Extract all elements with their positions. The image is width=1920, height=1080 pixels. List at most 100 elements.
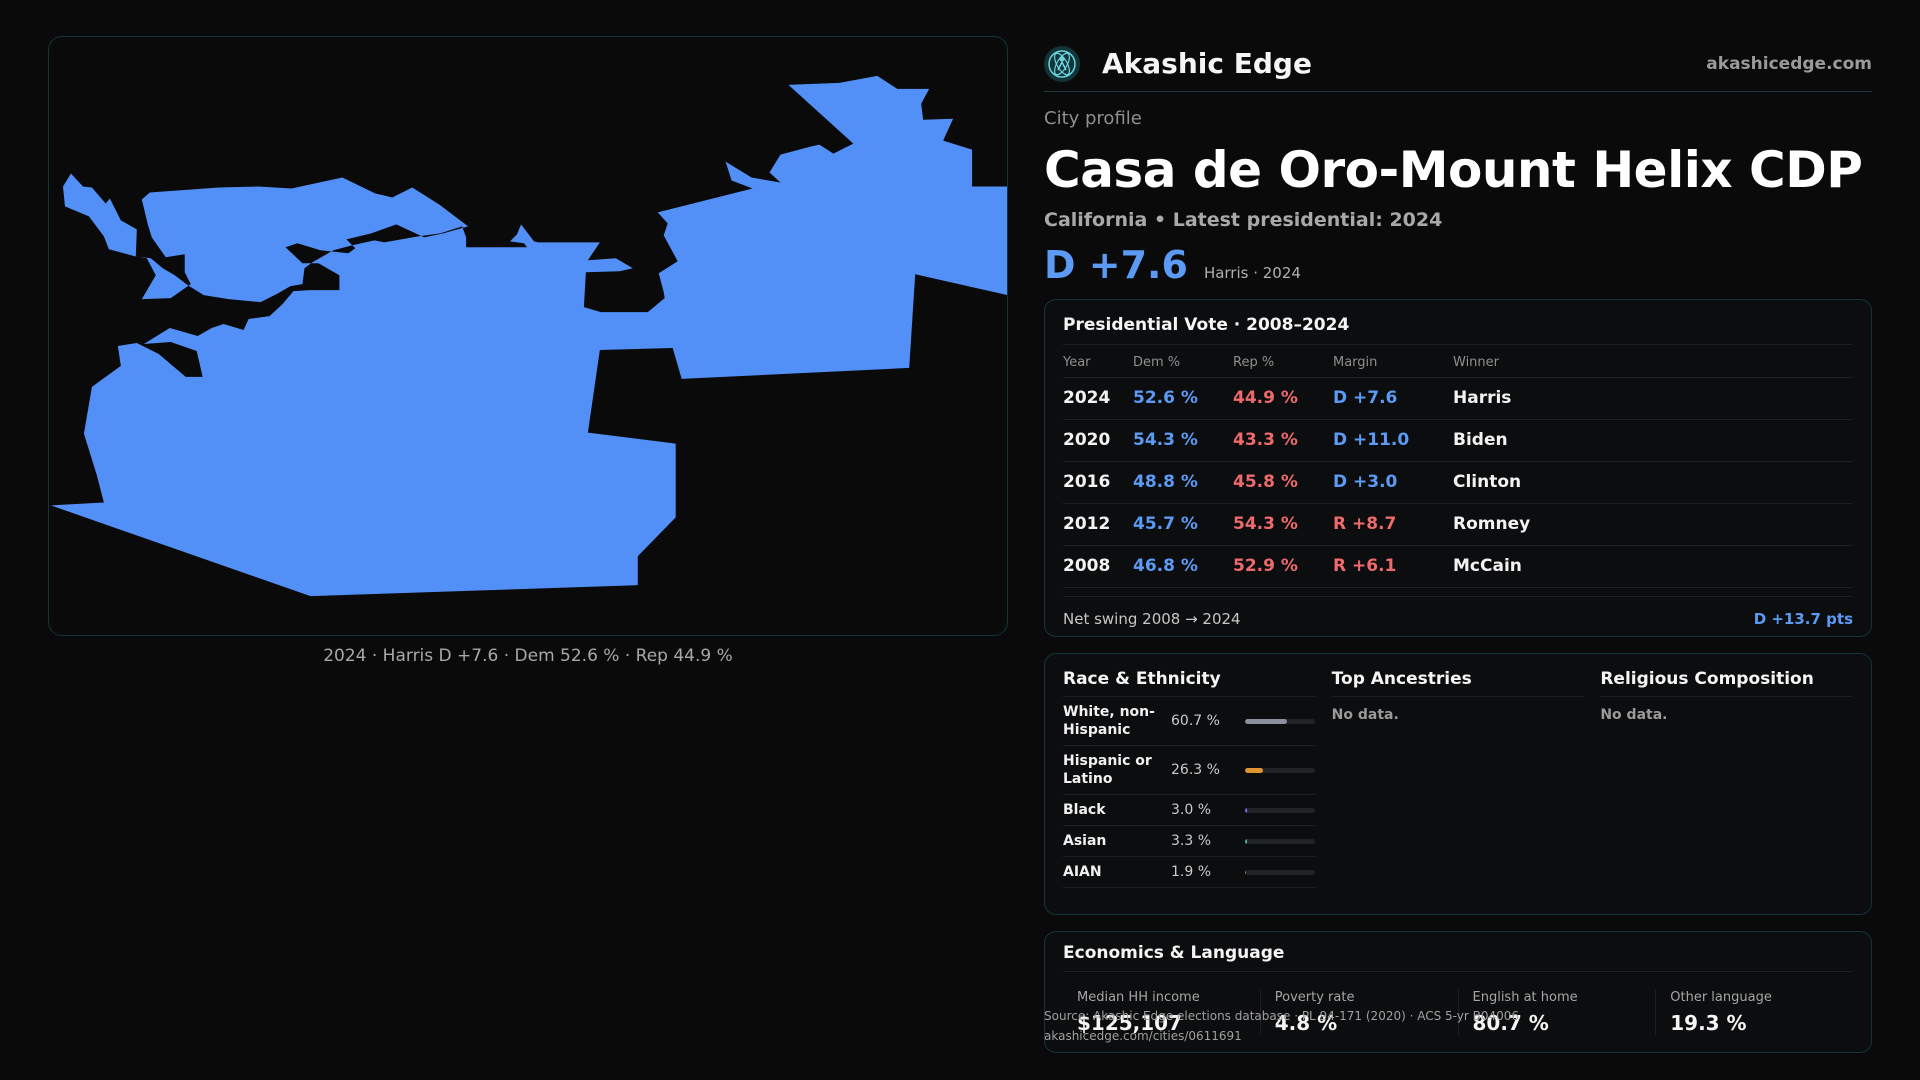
cell-year: 2012 <box>1063 503 1133 546</box>
cell-winner: Romney <box>1453 503 1853 546</box>
race-label: Black <box>1063 802 1106 818</box>
header-winner: Winner <box>1453 345 1853 378</box>
cell-margin: D +11.0 <box>1333 419 1453 462</box>
economics-title: Economics & Language <box>1063 932 1853 972</box>
cell-winner: Biden <box>1453 419 1853 462</box>
cell-rep: 54.3 % <box>1233 503 1333 546</box>
header-year: Year <box>1063 345 1133 378</box>
header-margin: Margin <box>1333 345 1453 378</box>
econ-label: Other language <box>1670 990 1772 1005</box>
cell-year: 2008 <box>1063 545 1133 588</box>
cell-margin: D +3.0 <box>1333 461 1453 504</box>
source-line: Source: Akashic Edge elections database … <box>1044 1009 1520 1023</box>
table-row: 2016 48.8 % 45.8 % D +3.0 Clinton <box>1063 461 1853 504</box>
religion-title: Religious Composition <box>1600 654 1854 697</box>
table-row: 2012 45.7 % 54.3 % R +8.7 Romney <box>1063 503 1853 546</box>
ancestry-section: Top Ancestries No data. <box>1331 654 1585 914</box>
race-row: AIAN 1.9 % <box>1063 857 1316 888</box>
econ-value: $125,107 <box>1077 1011 1183 1035</box>
econ-label: Median HH income <box>1077 990 1200 1005</box>
race-list: White, non-Hispanic 60.7 % Hispanic or Lat… <box>1063 697 1316 888</box>
brand-name[interactable]: Akashic Edge <box>1102 47 1312 80</box>
brand-logo-icon[interactable] <box>1044 45 1080 82</box>
cell-dem: 52.6 % <box>1133 377 1233 420</box>
header-rep: Rep % <box>1233 345 1333 378</box>
presidential-vote-card: Presidential Vote · 2008–2024 Year Dem %… <box>1044 299 1872 637</box>
econ-stat: Median HH income $125,107 <box>1063 990 1260 1035</box>
page-kicker: City profile <box>1044 108 1142 129</box>
cell-winner: Harris <box>1453 377 1853 420</box>
race-bar <box>1245 807 1315 813</box>
race-bar-fill <box>1245 838 1248 844</box>
race-bar <box>1245 838 1315 844</box>
race-label: White, non-Hispanic <box>1063 704 1155 738</box>
race-pct: 3.3 % <box>1171 833 1212 849</box>
economics-grid: Median HH income $125,107 Poverty rate 4… <box>1063 990 1853 1035</box>
vote-table: Year Dem % Rep % Margin Winner 2024 52.6… <box>1063 345 1853 588</box>
cell-rep: 44.9 % <box>1233 377 1333 420</box>
brand-header: Akashic Edge akashicedge.com <box>1044 36 1872 92</box>
race-pct: 3.0 % <box>1171 802 1212 818</box>
race-bar-fill <box>1245 869 1247 875</box>
race-label: AIAN <box>1063 864 1102 880</box>
econ-stat: Other language 19.3 % <box>1655 990 1853 1035</box>
cell-margin: D +7.6 <box>1333 377 1453 420</box>
economics-card: Economics & Language Median HH income $1… <box>1044 931 1872 1053</box>
headline-margin: D +7.6 <box>1044 243 1188 287</box>
race-label: Asian <box>1063 833 1107 849</box>
vote-table-header-row: Year Dem % Rep % Margin Winner <box>1063 345 1853 378</box>
race-bar <box>1245 869 1315 875</box>
cell-rep: 43.3 % <box>1233 419 1333 462</box>
profile-column: Akashic Edge akashicedge.com City profil… <box>1044 36 1872 1053</box>
econ-label: English at home <box>1472 990 1578 1005</box>
table-row: 2020 54.3 % 43.3 % D +11.0 Biden <box>1063 419 1853 462</box>
page-subtitle: California • Latest presidential: 2024 <box>1044 209 1443 231</box>
race-row: Black 3.0 % <box>1063 795 1316 826</box>
net-swing-value: D +13.7 pts <box>1753 610 1853 628</box>
source-note: Source: Akashic Edge elections database … <box>1044 1006 1519 1046</box>
cell-margin: R +6.1 <box>1333 545 1453 588</box>
city-boundary-map <box>50 75 1007 597</box>
race-pct: 26.3 % <box>1171 762 1220 778</box>
econ-stat: English at home 80.7 % <box>1457 990 1656 1035</box>
race-title: Race & Ethnicity <box>1063 654 1316 697</box>
headline-result: D +7.6 Harris · 2024 <box>1044 243 1872 287</box>
demographics-card: Race & Ethnicity White, non-Hispanic 60.7… <box>1044 653 1872 915</box>
map-caption: 2024 · Harris D +7.6 · Dem 52.6 % · Rep … <box>323 646 733 666</box>
city-boundary-shape <box>50 75 1007 597</box>
religion-empty: No data. <box>1600 707 1668 723</box>
cell-rep: 52.9 % <box>1233 545 1333 588</box>
race-bar-fill <box>1245 767 1264 773</box>
page-title: Casa de Oro-Mount Helix CDP <box>1044 141 1863 199</box>
cell-margin: R +8.7 <box>1333 503 1453 546</box>
race-pct: 60.7 % <box>1171 713 1220 729</box>
race-row: White, non-Hispanic 60.7 % <box>1063 697 1316 746</box>
table-row: 2024 52.6 % 44.9 % D +7.6 Harris <box>1063 377 1853 420</box>
header-dem: Dem % <box>1133 345 1233 378</box>
net-swing-row: Net swing 2008 → 2024 D +13.7 pts <box>1063 595 1853 642</box>
cell-year: 2024 <box>1063 377 1133 420</box>
ancestry-empty: No data. <box>1331 707 1399 723</box>
race-bar <box>1245 767 1315 773</box>
cell-dem: 46.8 % <box>1133 545 1233 588</box>
cell-year: 2016 <box>1063 461 1133 504</box>
headline-note: Harris · 2024 <box>1203 264 1301 282</box>
race-row: Hispanic or Latino 26.3 % <box>1063 746 1316 795</box>
cell-dem: 48.8 % <box>1133 461 1233 504</box>
econ-value: 4.8 % <box>1274 1011 1338 1035</box>
cell-dem: 54.3 % <box>1133 419 1233 462</box>
cell-winner: McCain <box>1453 545 1853 588</box>
race-bar <box>1245 718 1315 724</box>
econ-value: 80.7 % <box>1472 1011 1549 1035</box>
econ-value: 19.3 % <box>1670 1011 1747 1035</box>
race-bar-fill <box>1245 807 1248 813</box>
brand-url-link[interactable]: akashicedge.com <box>1706 53 1872 74</box>
race-pct: 1.9 % <box>1171 864 1212 880</box>
source-url[interactable]: akashicedge.com/cities/0611691 <box>1044 1029 1242 1043</box>
net-swing-label: Net swing 2008 → 2024 <box>1063 610 1241 628</box>
cell-rep: 45.8 % <box>1233 461 1333 504</box>
cell-winner: Clinton <box>1453 461 1853 504</box>
vote-card-title: Presidential Vote · 2008–2024 <box>1063 300 1853 345</box>
race-label: Hispanic or Latino <box>1063 753 1152 787</box>
cell-year: 2020 <box>1063 419 1133 462</box>
